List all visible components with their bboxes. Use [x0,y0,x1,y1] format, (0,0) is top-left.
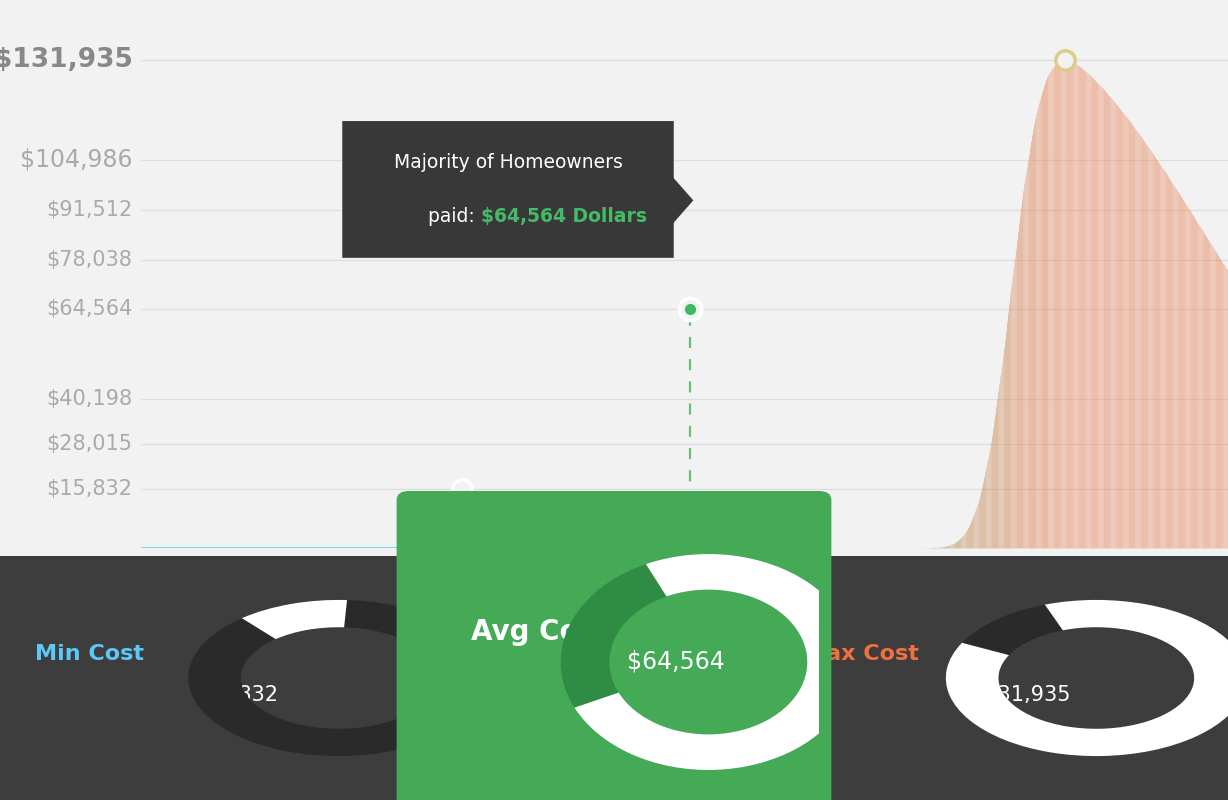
Text: $15,832: $15,832 [47,479,133,499]
Text: $131,935: $131,935 [0,47,133,74]
Text: $64,564 Dollars: $64,564 Dollars [481,207,647,226]
FancyBboxPatch shape [343,121,674,258]
Text: $131,935: $131,935 [971,685,1071,705]
FancyBboxPatch shape [397,491,831,800]
Text: Majority of Homeowners: Majority of Homeowners [393,153,623,171]
Wedge shape [946,600,1228,756]
Wedge shape [575,554,856,770]
Text: $15,832: $15,832 [192,685,279,705]
Text: $40,198: $40,198 [47,390,133,410]
Text: $28,015: $28,015 [47,434,133,454]
Wedge shape [188,600,489,756]
Text: Max Cost: Max Cost [803,643,919,664]
Text: $91,512: $91,512 [47,200,133,220]
Wedge shape [946,600,1228,756]
Text: Min Cost: Min Cost [34,643,144,664]
Text: Avg Cost: Avg Cost [472,618,609,646]
Wedge shape [561,554,856,770]
Text: $78,038: $78,038 [47,250,133,270]
Text: $64,564: $64,564 [47,299,133,319]
Text: paid:: paid: [429,207,481,226]
Polygon shape [668,173,693,228]
Text: $64,564: $64,564 [626,650,725,674]
Wedge shape [242,600,348,639]
Text: $104,986: $104,986 [20,148,133,172]
